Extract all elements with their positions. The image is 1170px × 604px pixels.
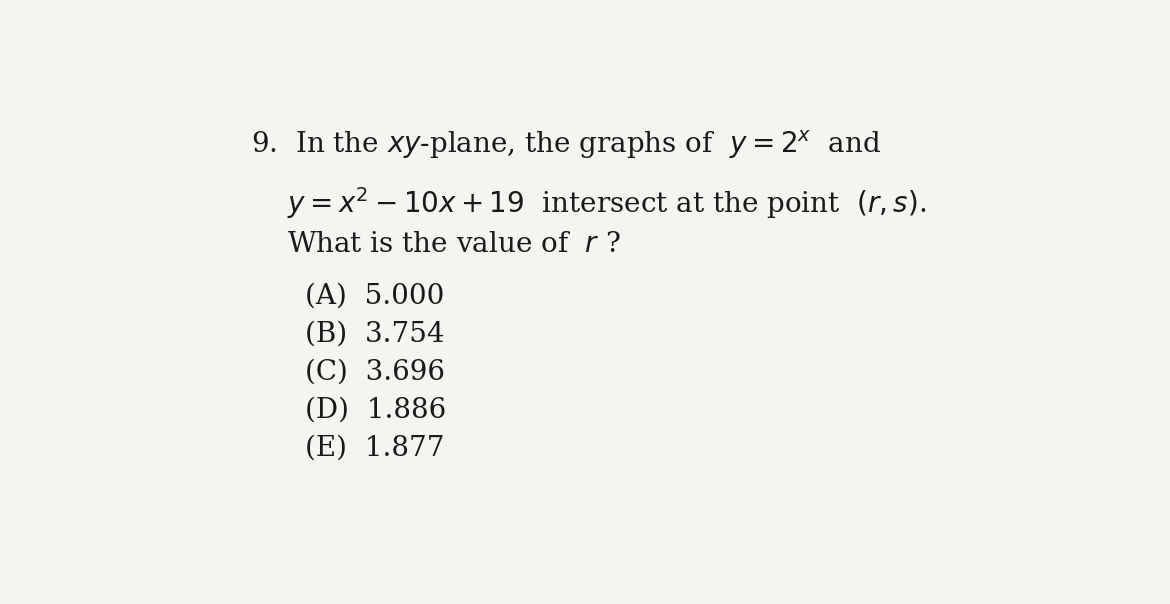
Text: (B)  3.754: (B) 3.754 [305, 320, 445, 347]
Text: (D)  1.886: (D) 1.886 [305, 397, 446, 423]
Text: (C)  3.696: (C) 3.696 [305, 359, 445, 385]
Text: (A)  5.000: (A) 5.000 [305, 282, 445, 309]
Text: $y = x^2 - 10x + 19$  intersect at the point  $(r, s)$.: $y = x^2 - 10x + 19$ intersect at the po… [287, 185, 927, 220]
Text: (E)  1.877: (E) 1.877 [305, 435, 445, 462]
Text: 9.  In the $xy$-plane, the graphs of  $y = 2^x$  and: 9. In the $xy$-plane, the graphs of $y =… [250, 129, 881, 161]
Text: What is the value of  $r$ ?: What is the value of $r$ ? [287, 231, 620, 258]
